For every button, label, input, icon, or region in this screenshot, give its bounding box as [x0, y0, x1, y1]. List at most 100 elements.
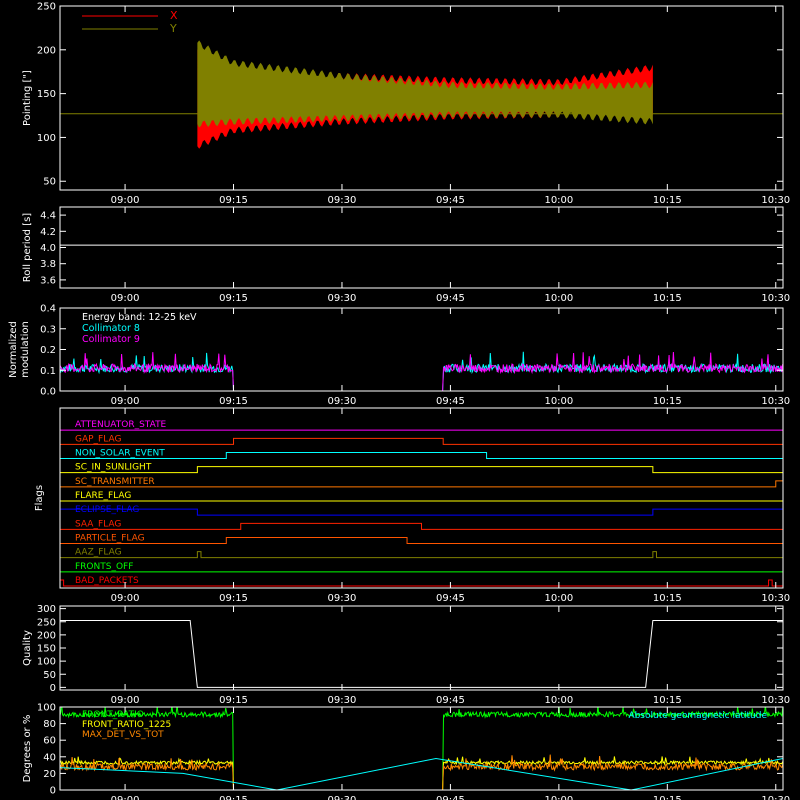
legend-entry: FRONT_RATIO_1225: [82, 720, 171, 730]
y-tick-label: 100: [37, 133, 56, 144]
panel-5: 09:00 09:15 09:30 09:45 10:00 10:15 10:30 0 50 10…: [22, 604, 790, 706]
y-axis-label: Pointing ["]: [22, 70, 33, 126]
y-tick-label: 50: [43, 177, 56, 188]
y-tick-label: 0.3: [40, 324, 56, 335]
legend-entry: Energy band: 12-25 keV: [82, 312, 197, 323]
y-axis-label: modulation: [20, 321, 31, 378]
y-tick-label: 200: [37, 45, 56, 56]
flag-label-gap-flag: GAP_FLAG: [75, 434, 121, 444]
y-tick-label: 80: [43, 719, 56, 730]
flag-label-saa-flag: SAA_FLAG: [75, 519, 121, 529]
x-tick-label: 10:00: [544, 695, 573, 706]
y-axis-label: Degrees or %: [22, 715, 33, 783]
x-tick-label: 10:30: [761, 396, 790, 407]
x-tick-label: 09:30: [328, 396, 357, 407]
y-tick-label: 0: [50, 683, 56, 694]
y-tick-label: 4.2: [40, 227, 56, 238]
flag-line-sc-in-sunlight: [60, 466, 783, 474]
x-tick-label: 10:15: [653, 593, 682, 604]
panel-3: 09:00 09:15 09:30 09:45 10:00 10:15 10:30 0.0 0.…: [8, 304, 790, 408]
y-tick-label: 4.4: [40, 211, 56, 222]
flag-line-non-solar-event: [60, 452, 783, 459]
flag-label-aaz-flag: AAZ_FLAG: [75, 548, 122, 558]
legend-entry-right: Absolute geomagnetic latitude: [628, 711, 767, 721]
x-tick-label: 10:15: [653, 195, 682, 206]
x-tick-label: 10:00: [544, 795, 573, 800]
y-tick-label: 0.0: [40, 387, 56, 398]
x-tick-label: 10:30: [761, 795, 790, 800]
series-front-ratio: [60, 707, 783, 790]
y-tick-label: 250: [37, 2, 56, 13]
legend-entry: X: [170, 9, 178, 22]
y-axis-label: Normalized: [8, 321, 19, 378]
x-tick-label: 10:15: [653, 293, 682, 304]
flag-label-sc-in-sunlight: SC_IN_SUNLIGHT: [75, 463, 152, 473]
x-tick-label: 09:00: [111, 795, 140, 800]
x-tick-label: 09:00: [111, 293, 140, 304]
flag-line-sc-transmitter: [60, 480, 783, 488]
x-tick-label: 09:30: [328, 195, 357, 206]
x-tick-label: 10:30: [761, 695, 790, 706]
y-tick-label: 0.1: [40, 366, 56, 377]
flag-line-gap-flag: [60, 437, 783, 445]
y-tick-label: 40: [43, 752, 56, 763]
x-tick-label: 09:00: [111, 695, 140, 706]
quality-line: [60, 619, 783, 688]
plot-area: [60, 619, 783, 688]
flag-label-eclipse-flag: ECLIPSE_FLAG: [75, 505, 139, 515]
x-tick-label: 09:00: [111, 396, 140, 407]
x-tick-label: 09:45: [436, 195, 465, 206]
x-tick-label: 10:30: [761, 293, 790, 304]
x-tick-label: 09:30: [328, 593, 357, 604]
y-tick-label: 0.4: [40, 304, 56, 315]
y-tick-label: 4.0: [40, 243, 56, 254]
flag-label-non-solar-event: NON_SOLAR_EVENT: [75, 449, 165, 459]
panel-frame: [59, 5, 784, 191]
panel-4: ATTENUATOR_STATE GAP_FLAG NON_SOLAR_EVENT S…: [34, 407, 790, 604]
x-tick-label: 09:15: [219, 593, 248, 604]
y-tick-label: 3.6: [40, 275, 56, 286]
legend-entry: Collimator 9: [82, 334, 140, 345]
y-tick-label: 250: [37, 617, 56, 628]
x-tick-label: 09:30: [328, 293, 357, 304]
flag-line-saa-flag: [60, 522, 783, 530]
y-tick-label: 60: [43, 736, 56, 747]
panel-1: 09:00 09:15 09:30 09:45 10:00 10:15 10:30 50 100…: [22, 2, 790, 207]
x-tick-label: 09:30: [328, 795, 357, 800]
flag-label-sc-transmitter: SC_TRANSMITTER: [75, 477, 155, 487]
series-geomagnetic-latitude: [60, 757, 783, 790]
x-tick-label: 09:15: [219, 795, 248, 800]
flag-label-particle-flag: PARTICLE_FLAG: [75, 534, 145, 544]
flag-label-bad-packets: BAD_PACKETS: [75, 576, 139, 586]
flag-label-attenuator-state: ATTENUATOR_STATE: [75, 420, 167, 430]
y-tick-label: 150: [37, 644, 56, 655]
x-tick-label: 10:30: [761, 593, 790, 604]
flag-line-particle-flag: [60, 537, 783, 544]
series-front-ratio-1225: [60, 756, 783, 790]
y-tick-label: 20: [43, 769, 56, 780]
flag-label-fronts-off: FRONTS_OFF: [75, 562, 133, 572]
legend-entry: Y: [169, 22, 177, 35]
x-tick-label: 10:15: [653, 795, 682, 800]
y-tick-label: 100: [37, 703, 56, 714]
x-tick-label: 09:15: [219, 293, 248, 304]
y-tick-label: 150: [37, 89, 56, 100]
x-tick-label: 10:00: [544, 195, 573, 206]
y-tick-label: 200: [37, 630, 56, 641]
x-tick-label: 09:45: [436, 396, 465, 407]
series-y-band: [197, 40, 653, 128]
y-tick-label: 300: [37, 604, 56, 615]
x-tick-label: 09:15: [219, 396, 248, 407]
x-tick-label: 09:45: [436, 593, 465, 604]
plot-area: [60, 40, 783, 149]
y-tick-label: 100: [37, 657, 56, 668]
plot-area: [60, 429, 783, 587]
x-tick-label: 09:00: [111, 593, 140, 604]
x-tick-label: 10:00: [544, 593, 573, 604]
x-tick-label: 09:45: [436, 293, 465, 304]
x-tick-label: 10:15: [653, 695, 682, 706]
x-tick-label: 09:45: [436, 695, 465, 706]
y-axis-label: Roll period [s]: [22, 213, 33, 282]
series-max-det-vs-tot: [60, 754, 783, 790]
